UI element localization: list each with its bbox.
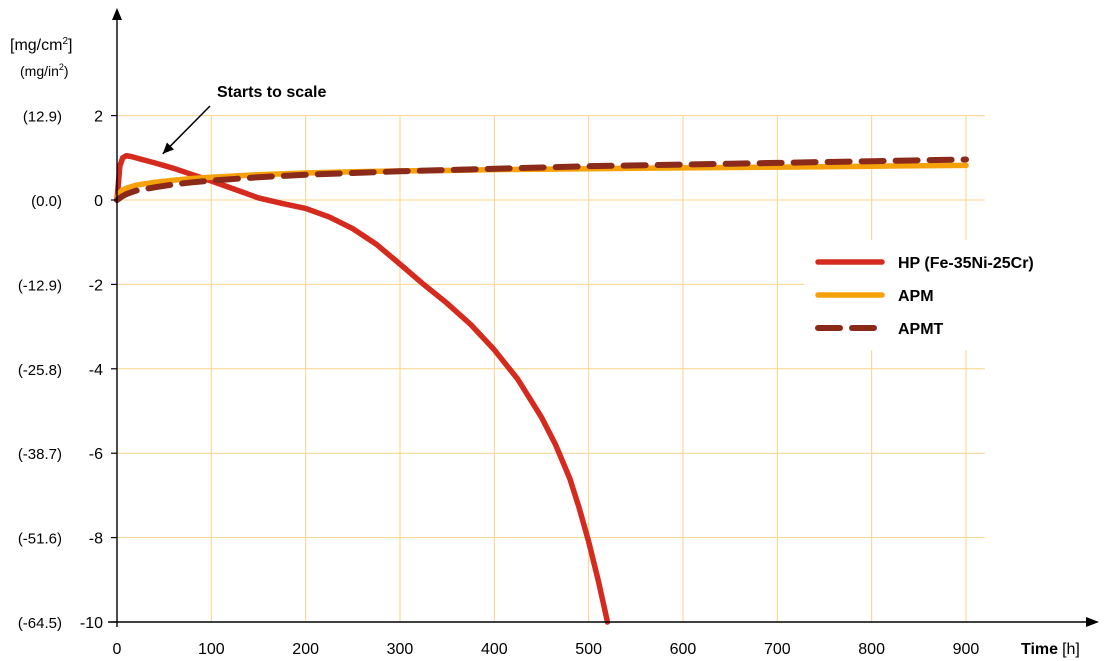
series-line-apmt	[114, 156, 969, 203]
y-tick-label-alt: (-64.5)	[18, 615, 62, 632]
axes	[108, 8, 1099, 627]
y-axis-alt-label: (mg/in2)	[20, 62, 69, 79]
x-tick-label: 100	[198, 641, 225, 658]
y-tick-label: -4	[89, 362, 103, 379]
legend-label: APMT	[898, 321, 944, 338]
y-axis-label: [mg/cm2]	[10, 36, 72, 54]
x-tick-label: 200	[292, 641, 319, 658]
y-tick-label: 2	[94, 109, 103, 126]
y-tick-label-alt: (0.0)	[31, 193, 62, 210]
x-tick-label: 300	[387, 641, 414, 658]
y-tick-label-alt: (12.9)	[23, 109, 62, 126]
x-axis-arrowhead	[1086, 617, 1099, 627]
tick-labels: 0 100 200 300 400 500 600 700 800 900 2 (12.9) 0 (0.0…	[18, 109, 980, 658]
x-tick-label: 800	[858, 641, 885, 658]
x-tick-label: 400	[481, 641, 508, 658]
annotation-arrowhead	[162, 142, 175, 154]
y-axis-arrowhead	[112, 8, 122, 20]
legend: HP (Fe-35Ni-25Cr) APM APMT	[804, 240, 1104, 350]
annotation-arrow-line	[162, 105, 211, 155]
x-tick-label: 900	[953, 641, 980, 658]
y-tick-label-alt: (-25.8)	[18, 362, 62, 379]
x-axis-label: Time [h]	[1021, 641, 1080, 658]
x-tick-label: 600	[670, 641, 697, 658]
x-tick-label: 500	[575, 641, 602, 658]
annotation-label: Starts to scale	[217, 84, 326, 101]
y-tick-label: -6	[89, 446, 103, 463]
y-tick-label-alt: (-51.6)	[18, 531, 62, 548]
data-series	[114, 152, 969, 625]
y-tick-label: -2	[89, 277, 103, 294]
series-line-hp-fe-35ni-25cr	[114, 152, 611, 625]
legend-label: APM	[898, 288, 934, 305]
y-tick-label-alt: (-38.7)	[18, 446, 62, 463]
y-tick-label: -8	[89, 531, 103, 548]
x-tick-label: 700	[764, 641, 791, 658]
y-tick-label: 0	[94, 193, 103, 210]
x-tick-label: 0	[113, 641, 122, 658]
y-tick-label-alt: (-12.9)	[18, 277, 62, 294]
y-tick-label: -10	[80, 615, 103, 632]
legend-label: HP (Fe-35Ni-25Cr)	[898, 255, 1034, 272]
annotation-arrow	[162, 105, 211, 155]
